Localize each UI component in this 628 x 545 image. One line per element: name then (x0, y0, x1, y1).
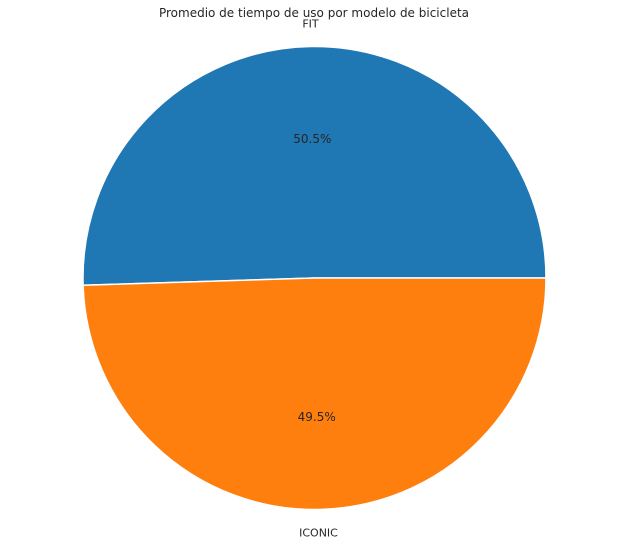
slice-percent-fit: 50.5% (293, 132, 331, 146)
slice-label-iconic: ICONIC (299, 527, 338, 540)
slice-label-fit: FIT (302, 17, 319, 30)
pie-slice-iconic (82, 277, 547, 511)
pie-slices (82, 45, 547, 511)
pie-slice-fit (82, 45, 547, 287)
slice-percent-iconic: 49.5% (298, 410, 336, 424)
chart-title: Promedio de tiempo de uso por modelo de … (159, 6, 469, 20)
pie-labels: FIT 50.5% ICONIC 49.5% (293, 17, 338, 539)
